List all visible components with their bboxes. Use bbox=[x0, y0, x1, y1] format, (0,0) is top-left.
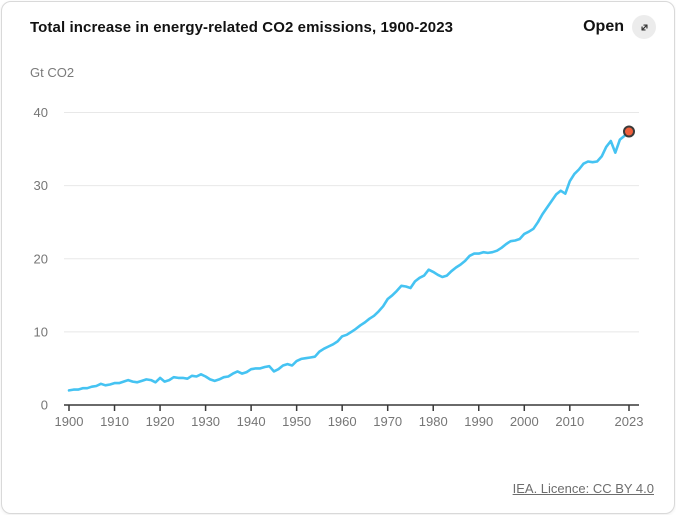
card-footer: IEA. Licence: CC BY 4.0 bbox=[513, 480, 654, 498]
open-circle[interactable] bbox=[632, 15, 656, 39]
x-tick-label-2023: 2023 bbox=[615, 414, 644, 429]
x-tick-label-2010: 2010 bbox=[555, 414, 584, 429]
y-tick-label-10: 10 bbox=[34, 324, 48, 339]
x-tick-label-1920: 1920 bbox=[146, 414, 175, 429]
x-tick-label-1940: 1940 bbox=[237, 414, 266, 429]
x-tick-label-1980: 1980 bbox=[419, 414, 448, 429]
chart-title: Total increase in energy-related CO2 emi… bbox=[30, 18, 454, 36]
x-tick-label-1930: 1930 bbox=[191, 414, 220, 429]
x-tick-label-1950: 1950 bbox=[282, 414, 311, 429]
card-header: Total increase in energy-related CO2 emi… bbox=[30, 15, 656, 39]
emissions-line-chart: 0 10 20 30 40 1900 1910 1920 1930 1940 1950 1960 197… bbox=[34, 105, 644, 429]
y-tick-label-30: 30 bbox=[34, 178, 48, 193]
x-tick-label-1900: 1900 bbox=[55, 414, 84, 429]
open-button-label: Open bbox=[583, 18, 624, 35]
open-button[interactable]: Open bbox=[583, 15, 656, 39]
x-tick-label-1910: 1910 bbox=[100, 414, 129, 429]
x-tick-label-1970: 1970 bbox=[373, 414, 402, 429]
y-tick-label-0: 0 bbox=[41, 398, 48, 413]
y-axis-unit-label: Gt CO2 bbox=[30, 65, 75, 80]
x-tick-label-2000: 2000 bbox=[510, 414, 539, 429]
emissions-line-series bbox=[67, 130, 631, 392]
endpoint-marker-2023 bbox=[623, 125, 635, 138]
y-tick-label-40: 40 bbox=[34, 105, 48, 120]
expand-diagonal-arrows-icon bbox=[638, 21, 651, 34]
y-tick-label-20: 20 bbox=[34, 251, 48, 266]
x-tick-label-1990: 1990 bbox=[464, 414, 493, 429]
x-tick-label-1960: 1960 bbox=[328, 414, 357, 429]
licence-link[interactable]: IEA. Licence: CC BY 4.0 bbox=[512, 481, 654, 496]
